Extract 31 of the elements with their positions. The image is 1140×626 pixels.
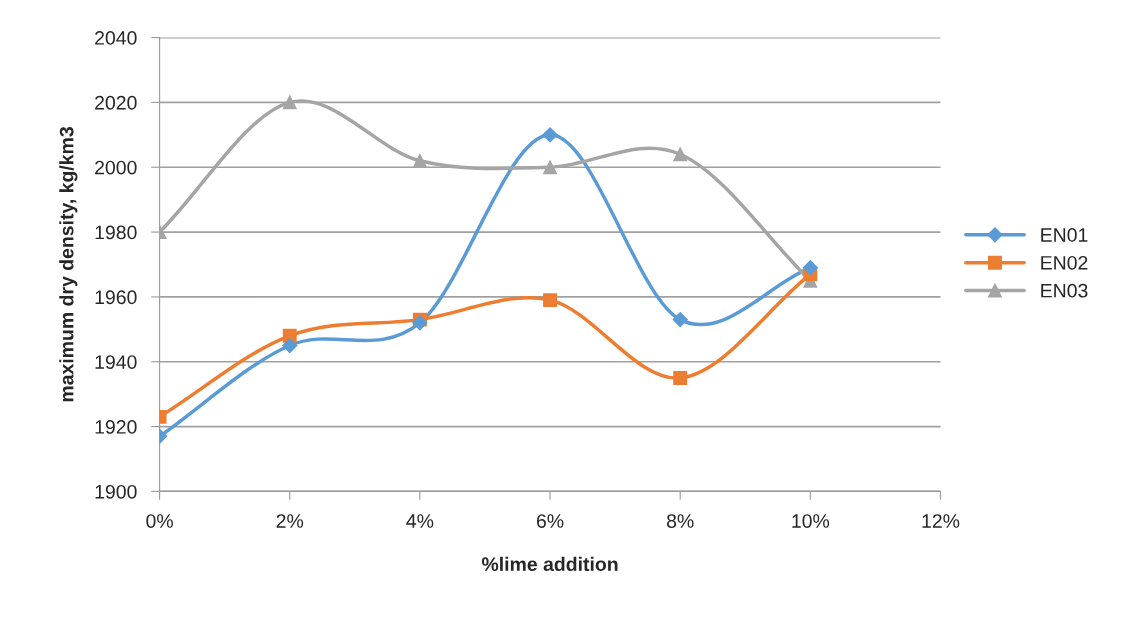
point bbox=[412, 315, 428, 331]
y-tick-label: 1900 bbox=[95, 484, 137, 499]
x-tick-label: 0% bbox=[146, 514, 173, 528]
x-axis-title: %lime addition bbox=[481, 556, 618, 572]
point bbox=[543, 293, 557, 308]
point bbox=[412, 153, 427, 168]
point bbox=[673, 371, 688, 385]
point bbox=[282, 95, 297, 110]
x-tick-label: 4% bbox=[406, 514, 434, 528]
y-tick-label: 2040 bbox=[95, 31, 137, 45]
legend-label: EN01 bbox=[1041, 228, 1088, 242]
x-tick-label: 6% bbox=[536, 514, 564, 528]
x-tick-label: 12% bbox=[922, 514, 960, 528]
y-tick-label: 2000 bbox=[95, 160, 137, 175]
y-tick-label: 1920 bbox=[95, 420, 137, 434]
y-tick-label: 2020 bbox=[95, 95, 137, 110]
legend-label: EN03 bbox=[1041, 283, 1088, 298]
y-axis-title: maximum dry density, kg/km3 bbox=[59, 127, 78, 402]
y-tick-label: 1940 bbox=[95, 355, 137, 369]
y-tick-label: 1960 bbox=[95, 290, 137, 305]
legend-label: EN02 bbox=[1041, 255, 1088, 270]
point bbox=[282, 337, 298, 354]
point bbox=[672, 312, 688, 328]
x-tick-label: 2% bbox=[276, 514, 304, 528]
point bbox=[542, 127, 558, 143]
x-tick-label: 8% bbox=[666, 514, 694, 528]
point bbox=[543, 160, 557, 175]
point bbox=[673, 147, 688, 162]
y-tick-label: 1980 bbox=[95, 225, 137, 240]
x-tick-label: 10% bbox=[792, 514, 830, 528]
point bbox=[802, 260, 818, 276]
